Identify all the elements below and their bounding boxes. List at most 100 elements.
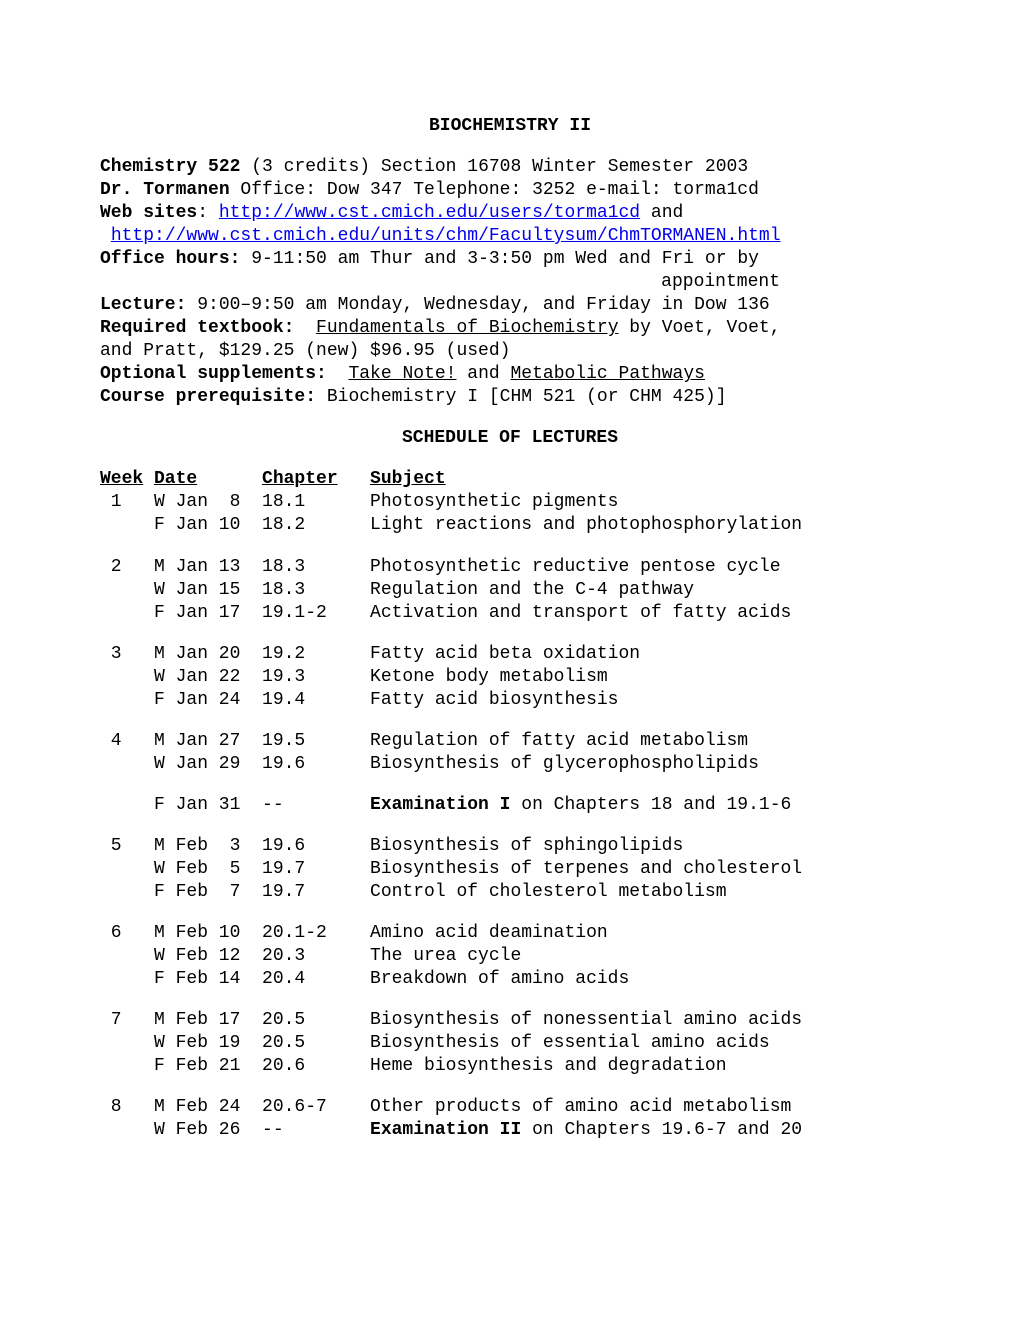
- lecture-line: Lecture: 9:00–9:50 am Monday, Wednesday,…: [100, 294, 920, 317]
- date-cell: F Jan 31: [154, 794, 262, 817]
- date-cell: M Feb 10: [154, 922, 262, 945]
- subject-cell: Examination II on Chapters 19.6-7 and 20: [370, 1119, 802, 1142]
- schedule-row: F Jan 1719.1-2Activation and transport o…: [100, 602, 920, 625]
- subject-cell: Photosynthetic pigments: [370, 491, 618, 514]
- date-cell: W Feb 26: [154, 1119, 262, 1142]
- week-cell: [100, 1055, 154, 1078]
- schedule-title: SCHEDULE OF LECTURES: [100, 427, 920, 450]
- office-hours-label: Office hours:: [100, 249, 240, 269]
- schedule-gap: [100, 817, 920, 835]
- chapter-cell: 19.7: [262, 858, 370, 881]
- week-cell: [100, 1032, 154, 1055]
- chapter-cell: 18.1: [262, 491, 370, 514]
- exam-rest: on Chapters 18 and 19.1-6: [510, 795, 791, 815]
- week-cell: 6: [100, 922, 154, 945]
- chapter-cell: 19.6: [262, 835, 370, 858]
- chapter-cell: 19.7: [262, 881, 370, 904]
- subject-cell: Amino acid deamination: [370, 922, 608, 945]
- textbook-label: Required textbook:: [100, 318, 294, 338]
- subject-cell: Biosynthesis of essential amino acids: [370, 1032, 770, 1055]
- textbook-cont: and Pratt, $129.25 (new) $96.95 (used): [100, 340, 920, 363]
- date-cell: W Jan 22: [154, 666, 262, 689]
- supplement-2: Metabolic Pathways: [511, 364, 705, 384]
- schedule-row: W Feb 1920.5Biosynthesis of essential am…: [100, 1032, 920, 1055]
- instructor-name: Dr. Tormanen: [100, 180, 230, 200]
- schedule-row: W Feb 1220.3The urea cycle: [100, 945, 920, 968]
- supplements-and: and: [456, 364, 510, 384]
- subject-cell: Light reactions and photophosphorylation: [370, 514, 802, 537]
- course-details: (3 credits) Section 16708 Winter Semeste…: [240, 157, 748, 177]
- lecture-text: 9:00–9:50 am Monday, Wednesday, and Frid…: [186, 295, 769, 315]
- date-cell: M Jan 27: [154, 730, 262, 753]
- course-code: Chemistry 522: [100, 157, 240, 177]
- schedule-gap: [100, 1078, 920, 1096]
- schedule-row: W Feb 26--Examination II on Chapters 19.…: [100, 1119, 920, 1142]
- chapter-cell: 19.3: [262, 666, 370, 689]
- chapter-cell: 19.1-2: [262, 602, 370, 625]
- schedule-row: F Jan 31--Examination I on Chapters 18 a…: [100, 794, 920, 817]
- week-cell: [100, 514, 154, 537]
- websites-line-2: http://www.cst.cmich.edu/units/chm/Facul…: [100, 225, 920, 248]
- week-cell: [100, 753, 154, 776]
- subject-cell: Other products of amino acid metabolism: [370, 1096, 791, 1119]
- schedule-gap: [100, 538, 920, 556]
- websites-sep: :: [197, 203, 219, 223]
- chapter-cell: 19.6: [262, 753, 370, 776]
- websites-label: Web sites: [100, 203, 197, 223]
- exam-title: Examination I: [370, 795, 510, 815]
- subject-cell: Regulation and the C-4 pathway: [370, 579, 694, 602]
- date-cell: M Feb 17: [154, 1009, 262, 1032]
- exam-title: Examination II: [370, 1120, 521, 1140]
- supplements-label: Optional supplements:: [100, 364, 327, 384]
- subject-cell: Fatty acid beta oxidation: [370, 643, 640, 666]
- office-hours-text: 9-11:50 am Thur and 3-3:50 pm Wed and Fr…: [240, 249, 758, 269]
- subject-cell: Biosynthesis of glycerophospholipids: [370, 753, 759, 776]
- schedule-row: 4M Jan 2719.5Regulation of fatty acid me…: [100, 730, 920, 753]
- chapter-cell: 20.3: [262, 945, 370, 968]
- subject-cell: Biosynthesis of terpenes and cholesterol: [370, 858, 802, 881]
- date-cell: M Jan 20: [154, 643, 262, 666]
- week-cell: [100, 968, 154, 991]
- prereq-label: Course prerequisite:: [100, 387, 316, 407]
- schedule-row: 2M Jan 1318.3Photosynthetic reductive pe…: [100, 556, 920, 579]
- schedule-body: 1W Jan 818.1Photosynthetic pigments F Ja…: [100, 491, 920, 1142]
- header-chapter: Chapter: [262, 468, 370, 491]
- chapter-cell: 19.5: [262, 730, 370, 753]
- chapter-cell: 19.2: [262, 643, 370, 666]
- office-hours-line: Office hours: 9-11:50 am Thur and 3-3:50…: [100, 248, 920, 271]
- supplement-1: Take Note!: [348, 364, 456, 384]
- week-cell: [100, 666, 154, 689]
- subject-cell: Biosynthesis of nonessential amino acids: [370, 1009, 802, 1032]
- date-cell: F Jan 10: [154, 514, 262, 537]
- website-link-1[interactable]: http://www.cst.cmich.edu/users/torma1cd: [219, 203, 640, 223]
- schedule-gap: [100, 625, 920, 643]
- chapter-cell: 19.4: [262, 689, 370, 712]
- date-cell: M Jan 13: [154, 556, 262, 579]
- exam-rest: on Chapters 19.6-7 and 20: [521, 1120, 802, 1140]
- website-link-2[interactable]: http://www.cst.cmich.edu/units/chm/Facul…: [111, 226, 781, 246]
- date-cell: W Feb 12: [154, 945, 262, 968]
- date-cell: F Feb 14: [154, 968, 262, 991]
- schedule-row: 3M Jan 2019.2Fatty acid beta oxidation: [100, 643, 920, 666]
- date-cell: F Feb 21: [154, 1055, 262, 1078]
- chapter-cell: 18.3: [262, 579, 370, 602]
- schedule-row: 6M Feb 1020.1-2Amino acid deamination: [100, 922, 920, 945]
- chapter-cell: 20.1-2: [262, 922, 370, 945]
- instructor-line: Dr. Tormanen Office: Dow 347 Telephone: …: [100, 179, 920, 202]
- page-title: BIOCHEMISTRY II: [100, 115, 920, 138]
- schedule-row: W Jan 2919.6Biosynthesis of glycerophosp…: [100, 753, 920, 776]
- schedule-row: F Jan 2419.4Fatty acid biosynthesis: [100, 689, 920, 712]
- date-cell: W Jan 15: [154, 579, 262, 602]
- schedule-row: F Feb 719.7Control of cholesterol metabo…: [100, 881, 920, 904]
- subject-cell: Ketone body metabolism: [370, 666, 608, 689]
- subject-cell: Examination I on Chapters 18 and 19.1-6: [370, 794, 791, 817]
- schedule-row: W Feb 519.7Biosynthesis of terpenes and …: [100, 858, 920, 881]
- instructor-details: Office: Dow 347 Telephone: 3252 e-mail: …: [230, 180, 759, 200]
- date-cell: M Feb 24: [154, 1096, 262, 1119]
- schedule-gap: [100, 712, 920, 730]
- date-cell: M Feb 3: [154, 835, 262, 858]
- chapter-cell: --: [262, 1119, 370, 1142]
- chapter-cell: --: [262, 794, 370, 817]
- subject-cell: Breakdown of amino acids: [370, 968, 629, 991]
- supplements-line: Optional supplements: Take Note! and Met…: [100, 363, 920, 386]
